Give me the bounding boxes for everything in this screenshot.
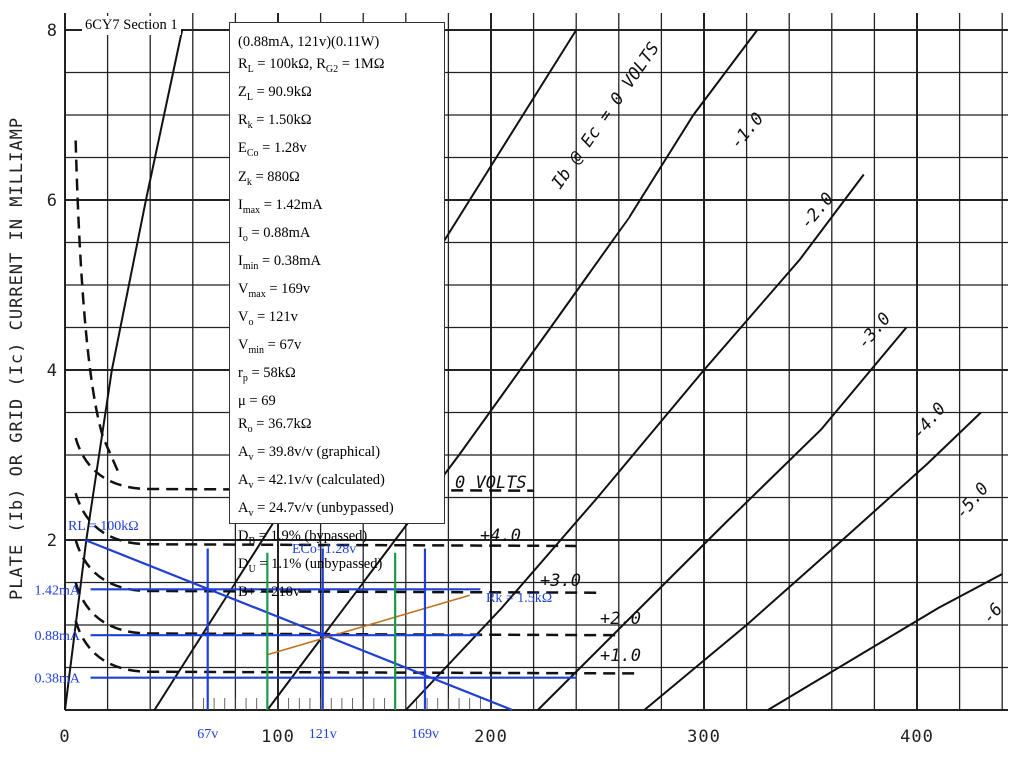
- plate-curve-5: [643, 411, 982, 711]
- curve-label: -4.0: [909, 399, 951, 443]
- info-line: rp = 58kΩ: [238, 365, 296, 385]
- grid-curve-label: +2.0: [600, 609, 641, 629]
- chart-title: 6CY7 Section 1: [82, 16, 181, 35]
- x-tick-label: 0: [59, 727, 70, 747]
- bias-label: ECo=1.28v: [292, 542, 356, 557]
- info-line: ZL = 90.9kΩ: [238, 84, 312, 104]
- info-line: DB = 1.9% (bypassed): [238, 527, 368, 547]
- info-line: Imin = 0.38mA: [238, 252, 321, 272]
- plate-curve-2: [266, 29, 759, 711]
- info-line: Av = 42.1v/v (calculated): [238, 471, 385, 491]
- cathode-load-line: [267, 594, 470, 656]
- load-line-label: RL = 100kΩ: [68, 519, 139, 534]
- info-line: Vmin = 67v: [238, 337, 302, 357]
- grid-curve-steep: [74, 140, 120, 473]
- x-tick-label: 400: [900, 727, 934, 747]
- grid-curve-label: +4.0: [480, 526, 521, 546]
- rk-label: Rk = 1.5kΩ: [486, 591, 552, 606]
- info-line: Rk = 1.50kΩ: [238, 112, 312, 132]
- current-label: 0.88mA: [35, 629, 81, 644]
- info-line: Vo = 121v: [238, 309, 298, 328]
- info-line: (0.88mA, 121v)(0.11W): [238, 34, 380, 50]
- y-tick-label: 8: [47, 21, 58, 41]
- info-line: Zk = 880Ω: [238, 168, 300, 188]
- info-line: Ro = 36.7kΩ: [238, 415, 312, 435]
- x-tick-label: 300: [687, 727, 721, 747]
- load-line: [84, 538, 513, 712]
- annotation-lines: [84, 538, 577, 712]
- voltage-label: 169v: [411, 727, 439, 742]
- x-tick-label: 200: [474, 727, 508, 747]
- plate-curve-4: [537, 326, 908, 711]
- x-tick-label: 100: [261, 727, 295, 747]
- current-label: 1.42mA: [35, 583, 81, 598]
- info-line: ECo = 1.28v: [238, 140, 307, 160]
- curve-label: -5.0: [952, 479, 994, 523]
- grid-curve-label: +3.0: [540, 571, 581, 591]
- grid-curve-label: 0 VOLTS: [455, 473, 527, 493]
- voltage-label: 67v: [197, 727, 218, 742]
- voltage-label: 121v: [309, 727, 337, 742]
- info-line: Av = 39.8v/v (graphical): [238, 443, 381, 463]
- info-line: B+ = 210v: [238, 584, 301, 601]
- info-line: Vmax = 169v: [238, 280, 311, 300]
- y-axis-label: PLATE (Ib) OR GRID (Ic) CURRENT IN MILLI…: [7, 117, 27, 600]
- grid-curve-label: +1.0: [600, 646, 641, 666]
- curve-label: -3.0: [854, 309, 896, 353]
- current-label: 0.38mA: [35, 672, 81, 687]
- plate-curve-0: [64, 29, 184, 711]
- parameter-info-box: (0.88mA, 121v)(0.11W) RL = 100kΩ, RG2 = 1…: [229, 22, 445, 600]
- info-line: Av = 24.7v/v (unbypassed): [238, 499, 394, 519]
- info-line: DU = 1.1% (unbypassed): [238, 556, 383, 575]
- plate-curve-3: [405, 173, 865, 711]
- info-line: Io = 0.88mA: [238, 224, 311, 244]
- plate-curve-6: [767, 573, 1003, 711]
- curve-label: Ib @ Ec = 0 VOLTS: [548, 39, 664, 193]
- y-tick-label: 6: [47, 191, 58, 211]
- y-tick-label: 2: [47, 531, 58, 551]
- info-line: μ = 69: [238, 393, 276, 410]
- grid-current-curves: [74, 140, 641, 675]
- info-line: RL = 100kΩ, RG2 = 1MΩ: [238, 56, 385, 76]
- info-line: Imax = 1.42mA: [238, 196, 323, 216]
- y-tick-label: 4: [47, 361, 58, 381]
